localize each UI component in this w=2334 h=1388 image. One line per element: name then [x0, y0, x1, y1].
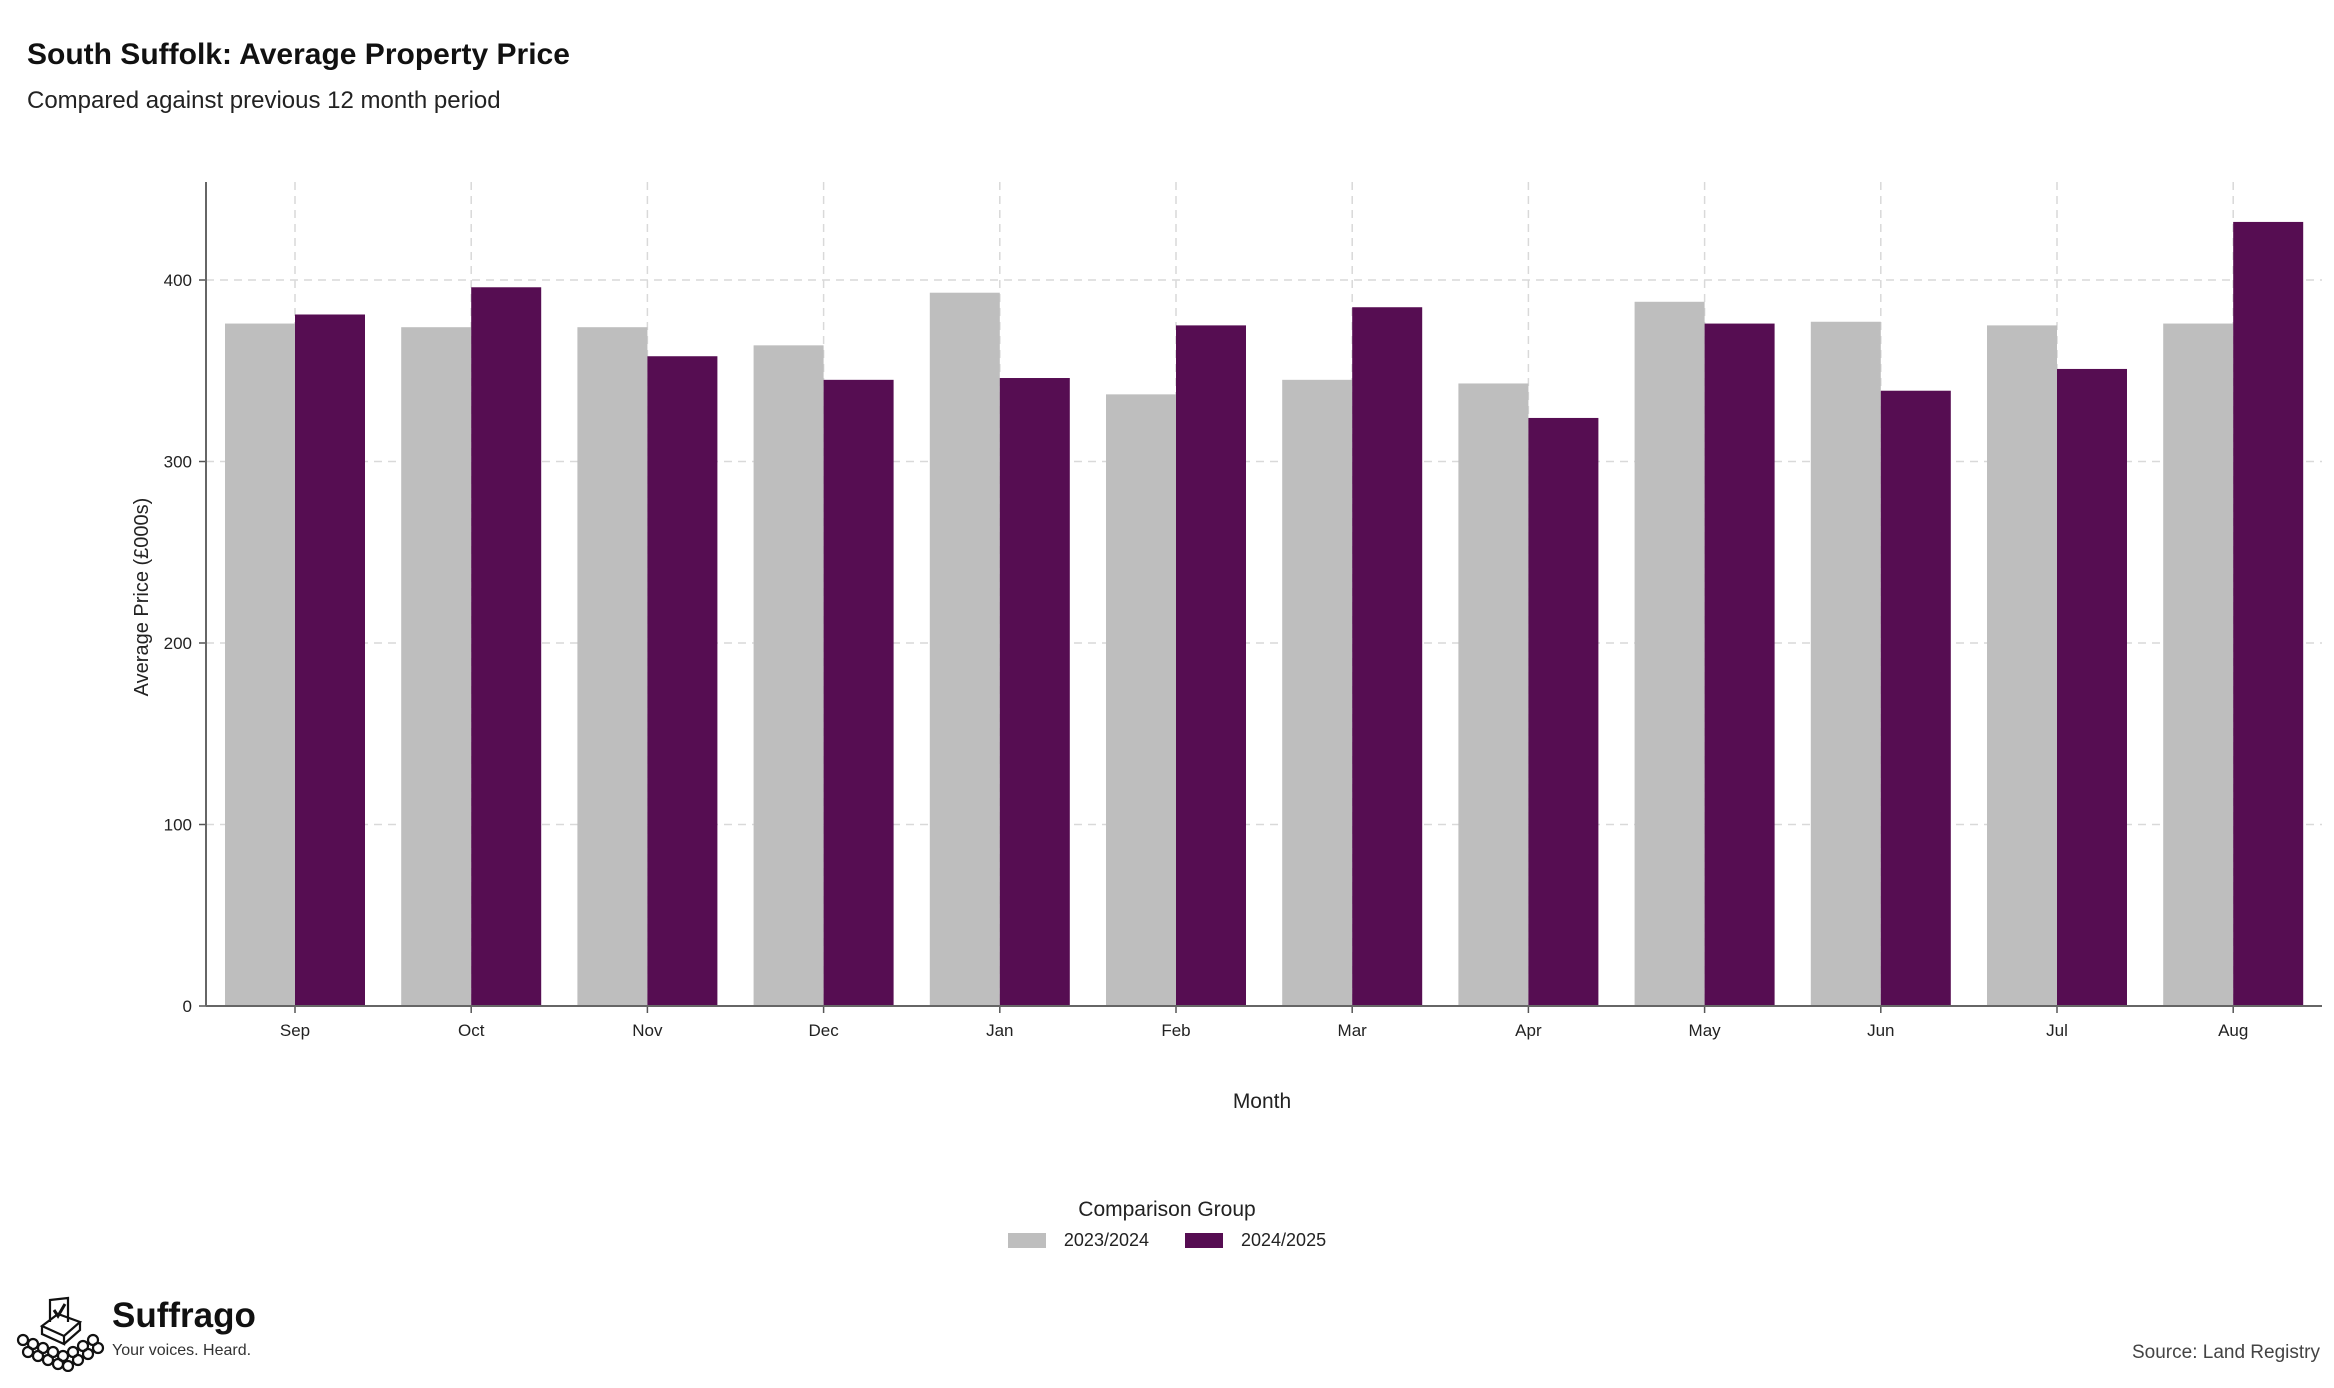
y-tick-label: 300 [164, 453, 192, 472]
legend: Comparison Group 2023/2024 2024/2025 [0, 1198, 2334, 1251]
x-tick-label: Dec [808, 1021, 839, 1040]
source-note: Source: Land Registry [2132, 1342, 2320, 1363]
x-tick-label: Mar [1338, 1021, 1368, 1040]
legend-swatch [1007, 1233, 1046, 1248]
bar-2024-2025-sep [295, 314, 365, 1006]
legend-items: 2023/2024 2024/2025 [0, 1230, 2334, 1251]
bars [225, 221, 2304, 1007]
bar-2023-2024-jul [1987, 325, 2057, 1006]
x-tick-label: Aug [2218, 1021, 2248, 1040]
bar-2023-2024-sep [225, 323, 295, 1007]
y-tick-label: 0 [183, 997, 192, 1016]
chart-title: South Suffolk: Average Property Price [27, 38, 570, 71]
bar-2023-2024-aug [2163, 323, 2234, 1007]
bar-2024-2025-apr [1528, 417, 1599, 1006]
bar-2023-2024-apr [1458, 383, 1529, 1007]
bar-2024-2025-jan [999, 378, 1070, 1007]
axes: 0 100 200 300 400 Sep Oct Nov Dec Jan Feb Mar Apr May… [164, 182, 2322, 1040]
x-axis-label: Month [1233, 1090, 1291, 1113]
bar-2023-2024-mar [1282, 379, 1353, 1006]
bar-2024-2025-feb [1176, 325, 1246, 1006]
bar-2024-2025-may [1704, 323, 1775, 1007]
bar-2024-2025-nov [647, 356, 718, 1006]
y-tick-label: 100 [164, 816, 192, 835]
x-tick-label: May [1689, 1021, 1722, 1040]
bar-2024-2025-aug [2233, 221, 2304, 1007]
legend-swatch [1185, 1233, 1223, 1248]
chart-subtitle: Compared against previous 12 month perio… [27, 87, 501, 114]
bar-2023-2024-oct [401, 327, 472, 1006]
brand-name: Suffrago [112, 1296, 256, 1335]
bar-2024-2025-oct [471, 287, 542, 1007]
x-tick-label: Apr [1515, 1021, 1542, 1040]
bar-2023-2024-dec [753, 345, 824, 1006]
brand-tagline: Your voices. Heard. [112, 1342, 252, 1359]
bar-2023-2024-nov [577, 327, 648, 1006]
y-tick-label: 200 [164, 634, 192, 653]
bar-2024-2025-mar [1352, 307, 1423, 1006]
bar-2023-2024-feb [1106, 394, 1176, 1006]
x-tick-label: Nov [632, 1021, 663, 1040]
bar-2023-2024-jan [929, 292, 1000, 1007]
bar-2023-2024-jun [1810, 321, 1881, 1006]
y-axis-label: Average Price (£000s) [131, 498, 153, 697]
brand-logo: Suffrago Your voices. Heard. [14, 1292, 256, 1372]
bar-2024-2025-dec [823, 379, 894, 1006]
bar-2023-2024-may [1634, 301, 1705, 1006]
bar-2024-2025-jun [1880, 390, 1951, 1006]
x-tick-label: Jul [2046, 1021, 2068, 1040]
legend-label: 2024/2025 [1241, 1230, 1327, 1250]
legend-item-2024-2025: 2024/2025 [1185, 1230, 1326, 1251]
x-tick-label: Feb [1161, 1021, 1190, 1040]
legend-label: 2023/2024 [1063, 1230, 1149, 1250]
legend-title: Comparison Group [1078, 1198, 1256, 1221]
bar-chart: 0 100 200 300 400 Sep Oct Nov Dec Jan Feb Mar Apr May… [131, 182, 2322, 1113]
x-tick-label: Jan [986, 1021, 1013, 1040]
ballot-box-icon [16, 1296, 105, 1372]
y-tick-label: 400 [164, 271, 192, 290]
x-tick-label: Sep [280, 1021, 310, 1040]
x-tick-label: Oct [458, 1021, 485, 1040]
bar-2024-2025-jul [2057, 368, 2127, 1006]
x-tick-label: Jun [1867, 1021, 1894, 1040]
legend-item-2023-2024: 2023/2024 [1007, 1230, 1149, 1251]
